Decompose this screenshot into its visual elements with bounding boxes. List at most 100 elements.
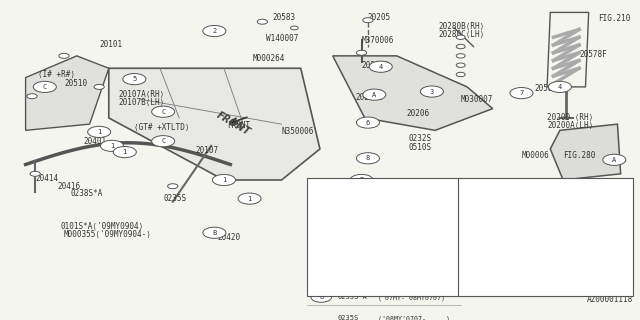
Text: 3: 3 xyxy=(319,231,323,237)
Text: 20101: 20101 xyxy=(99,41,122,50)
Text: B: B xyxy=(360,177,364,183)
Text: 6: 6 xyxy=(366,120,370,125)
Text: A: A xyxy=(372,92,376,98)
Text: 0101S*B: 0101S*B xyxy=(338,187,370,196)
Text: 20583: 20583 xyxy=(272,12,295,21)
Text: 20420: 20420 xyxy=(218,233,241,242)
Text: 20280C⟨LH⟩: 20280C⟨LH⟩ xyxy=(438,30,484,39)
Text: 20214D (           -0606): 20214D ( -0606) xyxy=(486,228,586,235)
Circle shape xyxy=(456,72,465,77)
Text: 2: 2 xyxy=(212,28,216,34)
Circle shape xyxy=(100,140,124,151)
Text: B: B xyxy=(212,230,216,236)
Circle shape xyxy=(427,89,437,94)
Text: 20401: 20401 xyxy=(83,137,106,146)
Text: 5: 5 xyxy=(470,196,474,203)
Circle shape xyxy=(257,19,268,24)
Circle shape xyxy=(420,86,444,97)
Text: C: C xyxy=(43,84,47,90)
Text: 8: 8 xyxy=(319,294,323,300)
FancyBboxPatch shape xyxy=(458,179,634,296)
Text: M000304('05MY0406-     ): M000304('05MY0406- ) xyxy=(486,207,582,213)
FancyBboxPatch shape xyxy=(307,179,461,296)
Text: 0235S: 0235S xyxy=(338,316,359,320)
Polygon shape xyxy=(109,68,320,180)
Text: 20568  (      -'08MY0802): 20568 ( -'08MY0802) xyxy=(486,249,586,256)
Circle shape xyxy=(350,174,373,186)
Text: M370006: M370006 xyxy=(362,36,394,45)
Circle shape xyxy=(238,193,261,204)
Text: M000355⟨'09MY0904-⟩: M000355⟨'09MY0904-⟩ xyxy=(64,230,152,239)
Circle shape xyxy=(356,178,367,182)
Text: N350006: N350006 xyxy=(282,127,314,136)
Circle shape xyxy=(168,184,178,189)
Text: FIG.210: FIG.210 xyxy=(598,14,630,23)
Circle shape xyxy=(311,250,332,260)
Text: 20510: 20510 xyxy=(64,79,87,88)
Text: C: C xyxy=(161,109,165,115)
Circle shape xyxy=(456,44,465,49)
Text: 0235S: 0235S xyxy=(163,194,186,203)
Circle shape xyxy=(456,35,465,39)
Circle shape xyxy=(113,147,136,158)
Text: 20578G: 20578G xyxy=(338,251,365,260)
Text: FRONT: FRONT xyxy=(215,110,252,138)
Text: 5: 5 xyxy=(132,76,136,82)
Text: 3: 3 xyxy=(430,89,434,94)
Circle shape xyxy=(129,77,140,82)
Circle shape xyxy=(152,106,175,117)
Text: 0235S*A: 0235S*A xyxy=(338,294,367,300)
Circle shape xyxy=(363,120,373,125)
Text: 4: 4 xyxy=(557,84,562,90)
Circle shape xyxy=(88,126,111,138)
Text: 1: 1 xyxy=(248,196,252,202)
Circle shape xyxy=(311,208,332,218)
Text: 20280B⟨RH⟩: 20280B⟨RH⟩ xyxy=(438,22,484,31)
Text: 20200 ⟨RH⟩: 20200 ⟨RH⟩ xyxy=(547,113,593,123)
Text: 7: 7 xyxy=(470,260,474,266)
Text: M000243(      -'05MY0406): M000243( -'05MY0406) xyxy=(486,186,586,192)
Text: 8: 8 xyxy=(366,155,370,161)
Circle shape xyxy=(363,18,373,23)
Text: FIG.280: FIG.280 xyxy=(563,151,595,160)
Circle shape xyxy=(209,28,220,34)
Text: 20204I: 20204I xyxy=(355,93,383,102)
Text: FRONT: FRONT xyxy=(227,121,250,130)
Circle shape xyxy=(461,195,482,204)
Text: 1: 1 xyxy=(319,189,323,195)
Text: 20416: 20416 xyxy=(58,182,81,191)
Polygon shape xyxy=(550,124,621,180)
Text: 20414: 20414 xyxy=(35,174,58,183)
Text: 20107A⟨RH⟩: 20107A⟨RH⟩ xyxy=(118,90,164,99)
Text: 0235S: 0235S xyxy=(338,273,359,279)
Circle shape xyxy=(363,156,373,161)
Circle shape xyxy=(369,92,380,97)
Text: 1: 1 xyxy=(97,129,101,135)
Circle shape xyxy=(94,84,104,89)
Polygon shape xyxy=(26,56,109,130)
Text: 0101S*A⟨'09MY0904⟩: 0101S*A⟨'09MY0904⟩ xyxy=(61,222,144,231)
Circle shape xyxy=(456,63,465,67)
Text: 20200A⟨LH⟩: 20200A⟨LH⟩ xyxy=(547,121,593,130)
Text: M00006: M00006 xyxy=(522,151,549,160)
Text: 2: 2 xyxy=(319,210,323,216)
Circle shape xyxy=(33,81,56,92)
Text: W140007: W140007 xyxy=(266,34,298,43)
Text: A200001118: A200001118 xyxy=(588,295,634,304)
Circle shape xyxy=(363,89,386,100)
Text: ('08MY'0707-     ): ('08MY'0707- ) xyxy=(378,315,449,320)
Text: 20205: 20205 xyxy=(368,12,391,21)
Text: ⟨GT# +XTLTD⟩: ⟨GT# +XTLTD⟩ xyxy=(134,123,190,132)
Circle shape xyxy=(27,94,37,99)
Text: 4: 4 xyxy=(319,252,323,258)
Circle shape xyxy=(461,258,482,268)
Circle shape xyxy=(123,74,146,85)
Text: 20578F: 20578F xyxy=(579,50,607,59)
Text: ⟨I# +R#⟩: ⟨I# +R#⟩ xyxy=(38,70,76,79)
Text: 0232S: 0232S xyxy=(408,134,431,143)
Text: (-'06MY          ): (-'06MY ) xyxy=(378,273,449,279)
Circle shape xyxy=(203,26,226,36)
Circle shape xyxy=(356,50,367,55)
Text: 4: 4 xyxy=(379,64,383,70)
Circle shape xyxy=(356,153,380,164)
